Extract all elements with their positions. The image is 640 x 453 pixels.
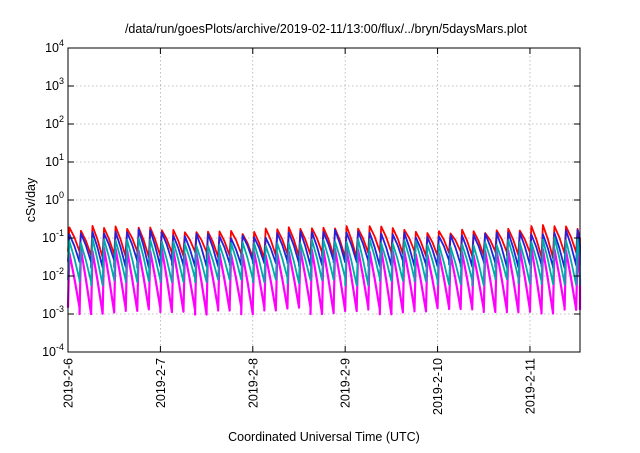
x-tick-label: 2019-2-10 [431, 358, 445, 415]
series-line [67, 228, 581, 269]
chart-title: /data/run/goesPlots/archive/2019-02-11/1… [125, 22, 528, 36]
x-axis-label: Coordinated Universal Time (UTC) [228, 430, 420, 444]
y-tick-label: 101 [45, 152, 64, 169]
x-tick-label: 2019-2-11 [523, 358, 537, 414]
y-axis-ticks: 10-4 10-3 10-2 10-1 100 101 102 103 104 [42, 38, 580, 359]
y-tick-label: 10-2 [42, 266, 64, 283]
series-line [66, 246, 582, 316]
x-tick-label: 2019-2-7 [154, 358, 168, 408]
y-tick-label: 10-1 [42, 228, 64, 245]
y-tick-label: 10-4 [42, 342, 64, 359]
y-tick-label: 10-3 [42, 304, 64, 321]
x-axis-ticks: 2019-2-6 2019-2-7 2019-2-8 2019-2-9 2019-2-1… [62, 48, 537, 415]
x-tick-label: 2019-2-9 [339, 358, 353, 408]
y-tick-label: 100 [45, 190, 64, 207]
series-line [67, 236, 581, 287]
series-line [67, 224, 581, 260]
y-tick-label: 104 [45, 38, 64, 55]
y-tick-label: 103 [45, 76, 64, 93]
y-axis-label: cSv/day [24, 177, 38, 222]
x-tick-label: 2019-2-6 [62, 358, 76, 408]
y-tick-label: 102 [45, 114, 64, 131]
x-tick-label: 2019-2-8 [246, 358, 260, 408]
data-series [66, 224, 582, 316]
